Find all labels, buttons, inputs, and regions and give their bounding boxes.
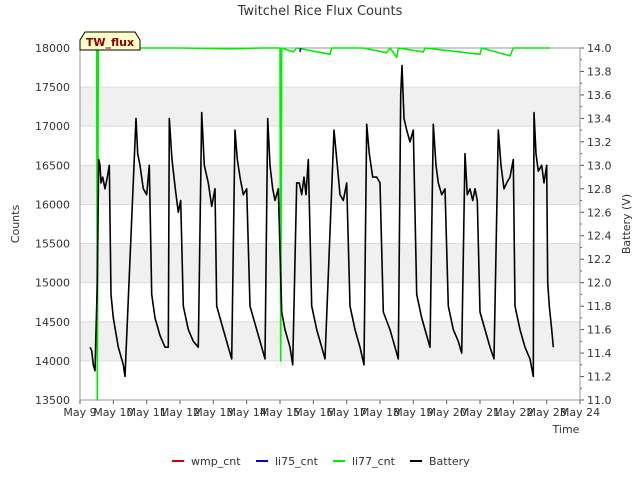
y2-tick-label: 13.8 — [587, 65, 612, 78]
x-tick-label: May 10 — [93, 406, 133, 419]
x-tick-label: May 19 — [393, 406, 433, 419]
y2-tick-label: 11.2 — [587, 371, 612, 384]
x-axis-label: Time — [552, 423, 580, 436]
legend-label-wmp-cnt: wmp_cnt — [191, 455, 241, 468]
band — [80, 87, 580, 127]
y2-tick-label: 11.8 — [587, 300, 612, 313]
plot-area: 13500 14000 14500 15000 15500 16000 16500 17000… — [35, 42, 612, 419]
y2-tick-label: 13.4 — [587, 112, 612, 125]
x-tick-label: May 14 — [227, 406, 267, 419]
x-tick-label: May 23 — [527, 406, 567, 419]
y2-tick-label: 11.0 — [587, 394, 612, 407]
x-tick-label: May 22 — [493, 406, 533, 419]
x-tick-label: May 18 — [360, 406, 400, 419]
y2-tick-label: 12.0 — [587, 277, 612, 290]
x-tick-label: May 12 — [160, 406, 200, 419]
legend-label-li75-cnt: li75_cnt — [275, 455, 319, 468]
x-tick-label: May 13 — [193, 406, 233, 419]
y2-tick-label: 13.6 — [587, 89, 612, 102]
x-tick-label: May 20 — [427, 406, 467, 419]
y-tick-label: 18000 — [35, 42, 70, 55]
y2-tick-label: 12.8 — [587, 183, 612, 196]
y-tick-label: 13500 — [35, 394, 70, 407]
plot-frame — [79, 47, 581, 401]
y-tick-label: 16500 — [35, 159, 70, 172]
y-tick-label: 16000 — [35, 198, 70, 211]
band — [80, 321, 580, 361]
x-tick-label: May 9 — [63, 406, 96, 419]
legend-label-Battery: Battery — [429, 455, 470, 468]
series-line-li75-cnt — [299, 47, 302, 53]
y2-tick-label: 14.0 — [587, 42, 612, 55]
x-tick-label: May 15 — [260, 406, 300, 419]
x-tick-label: May 11 — [127, 406, 167, 419]
badge-label: TW_flux — [86, 36, 134, 49]
x-tick-label: May 24 — [560, 406, 600, 419]
x-tick-label: May 16 — [293, 406, 333, 419]
band — [80, 360, 580, 400]
y-axis-label: Counts — [9, 205, 22, 244]
legend-label-li77-cnt: li77_cnt — [352, 455, 396, 468]
y2-tick-label: 13.0 — [587, 159, 612, 172]
y2-tick-label: 11.6 — [587, 324, 612, 337]
tw-flux-badge: TW_flux — [79, 31, 141, 51]
y2-tick-label: 11.4 — [587, 347, 612, 360]
y-tick-label: 14500 — [35, 316, 70, 329]
badge-box — [79, 31, 141, 51]
y-tick-label: 15000 — [35, 277, 70, 290]
x-tick-label: May 21 — [460, 406, 500, 419]
band — [80, 282, 580, 322]
y2-tick-label: 12.4 — [587, 230, 612, 243]
y-tick-label: 17500 — [35, 81, 70, 94]
y2-tick-label: 12.6 — [587, 206, 612, 219]
chart-title: Twitchel Rice Flux Counts — [237, 4, 403, 19]
y2-axis-label: Battery (V) — [620, 194, 633, 254]
y2-tick-label: 12.2 — [587, 253, 612, 266]
y2-tick-label: 13.2 — [587, 136, 612, 149]
y-tick-label: 17000 — [35, 120, 70, 133]
x-tick-label: May 17 — [327, 406, 367, 419]
y-tick-label: 14000 — [35, 355, 70, 368]
legend: wmp_cnt li75_cnt li77_cnt Battery — [172, 455, 470, 468]
series-line-Battery — [89, 64, 555, 378]
y-tick-label: 15500 — [35, 238, 70, 251]
band — [80, 126, 580, 166]
